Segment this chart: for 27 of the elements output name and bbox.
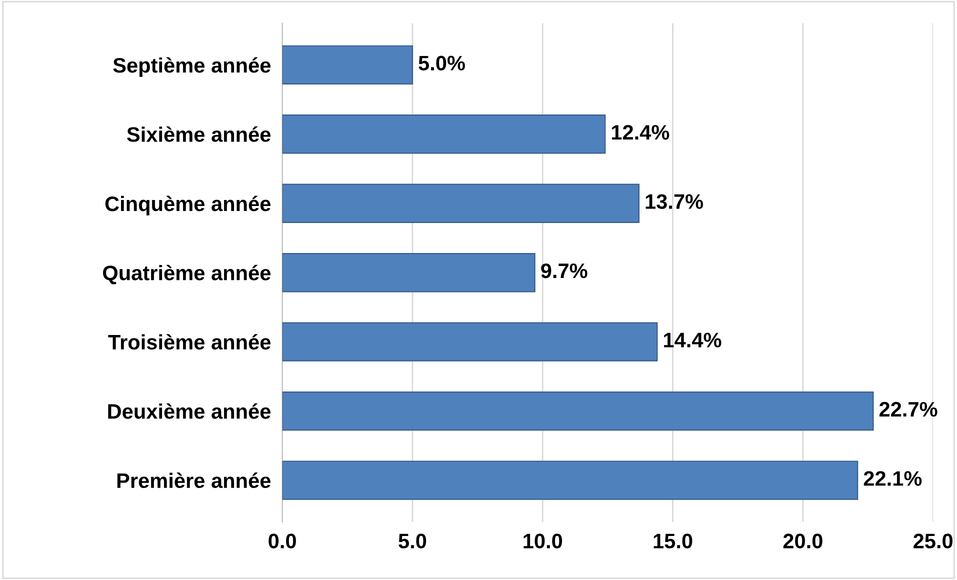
y-tick-label: Cinquème année — [105, 196, 271, 216]
bar — [282, 184, 640, 223]
y-tick-label: Quatrième année — [103, 264, 271, 284]
data-label: 22.7% — [879, 402, 938, 417]
data-label: 14.4% — [664, 332, 722, 348]
bar — [282, 322, 658, 362]
data-label: 13.7% — [646, 194, 704, 209]
data-label: 22.1% — [864, 471, 922, 486]
data-label: 12.4% — [612, 124, 670, 140]
y-tick-label: Première année — [117, 472, 270, 488]
bar — [282, 253, 536, 292]
x-tick-label: 15.0 — [654, 534, 692, 548]
bar — [282, 391, 874, 431]
data-label: 9.7% — [541, 263, 588, 278]
x-tick-label: 5.0 — [398, 534, 426, 548]
x-tick-label: 10.0 — [524, 534, 562, 548]
y-tick-label: Sixième année — [127, 126, 270, 142]
bar — [282, 45, 414, 85]
bar — [282, 114, 606, 154]
y-tick-label: Septième année — [113, 57, 271, 77]
y-tick-label: Deuxième année — [108, 403, 271, 419]
bar — [282, 460, 858, 500]
x-tick-label: 20.0 — [783, 534, 822, 548]
x-tick-label: 25.0 — [914, 534, 952, 548]
y-tick-label: Troisième année — [108, 334, 271, 350]
data-label: 5.0% — [418, 56, 465, 71]
x-tick-label: 0.0 — [268, 534, 296, 548]
